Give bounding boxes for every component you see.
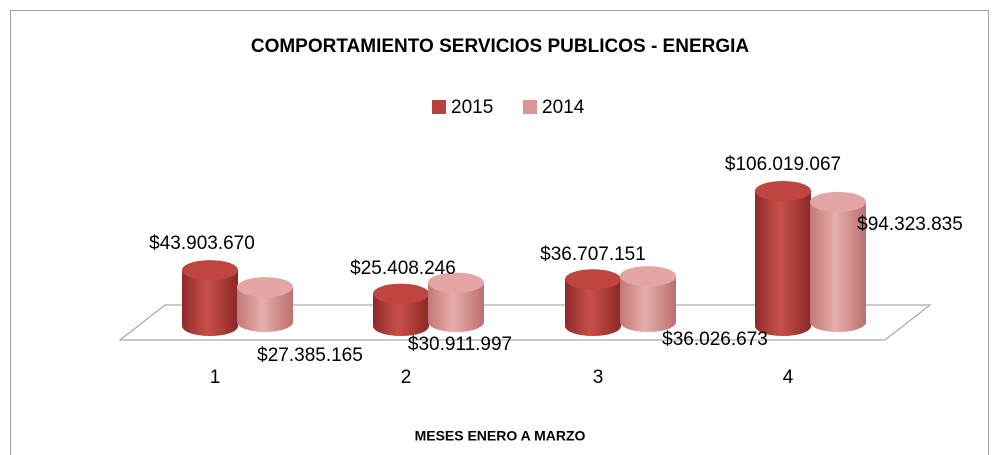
cylinder-top xyxy=(810,191,866,212)
cylinder-body xyxy=(428,282,484,332)
data-label: $106.019.067 xyxy=(725,154,841,175)
legend-swatch xyxy=(523,100,537,114)
cylinder-top xyxy=(182,260,238,281)
x-tick-label: 4 xyxy=(783,367,794,388)
cylinder-body xyxy=(237,287,293,332)
data-label: $43.903.670 xyxy=(149,233,255,254)
cylinder-top xyxy=(237,277,293,298)
floor xyxy=(118,304,932,341)
data-label: $36.707.151 xyxy=(540,244,646,265)
legend-label: 2015 xyxy=(451,97,493,118)
cylinder-body xyxy=(182,270,238,336)
data-label: $94.323.835 xyxy=(857,214,963,235)
x-axis-label: MESES ENERO A MARZO xyxy=(415,428,586,444)
cylinder-body xyxy=(755,191,811,336)
x-tick-label: 2 xyxy=(401,367,412,388)
cylinder-top xyxy=(755,181,811,201)
cylinder-top xyxy=(428,272,484,293)
cylinder-body xyxy=(810,201,866,332)
x-tick-label: 1 xyxy=(210,367,221,388)
cylinder-body xyxy=(620,276,676,332)
legend-swatch xyxy=(432,100,446,114)
data-label: $27.385.165 xyxy=(257,345,363,366)
data-label: $25.408.246 xyxy=(350,258,456,279)
cylinder-body xyxy=(565,279,621,336)
chart-title: COMPORTAMIENTO SERVICIOS PUBLICOS - ENER… xyxy=(251,36,750,57)
legend-label: 2014 xyxy=(542,97,585,118)
cylinder-top xyxy=(373,283,429,304)
cylinder-body xyxy=(373,293,429,336)
cylinder-top xyxy=(565,269,621,290)
cylinder-top xyxy=(620,266,676,287)
x-tick-label: 3 xyxy=(593,367,604,388)
data-label: $30.911.997 xyxy=(408,334,512,355)
data-label: $36.026.673 xyxy=(662,329,768,350)
